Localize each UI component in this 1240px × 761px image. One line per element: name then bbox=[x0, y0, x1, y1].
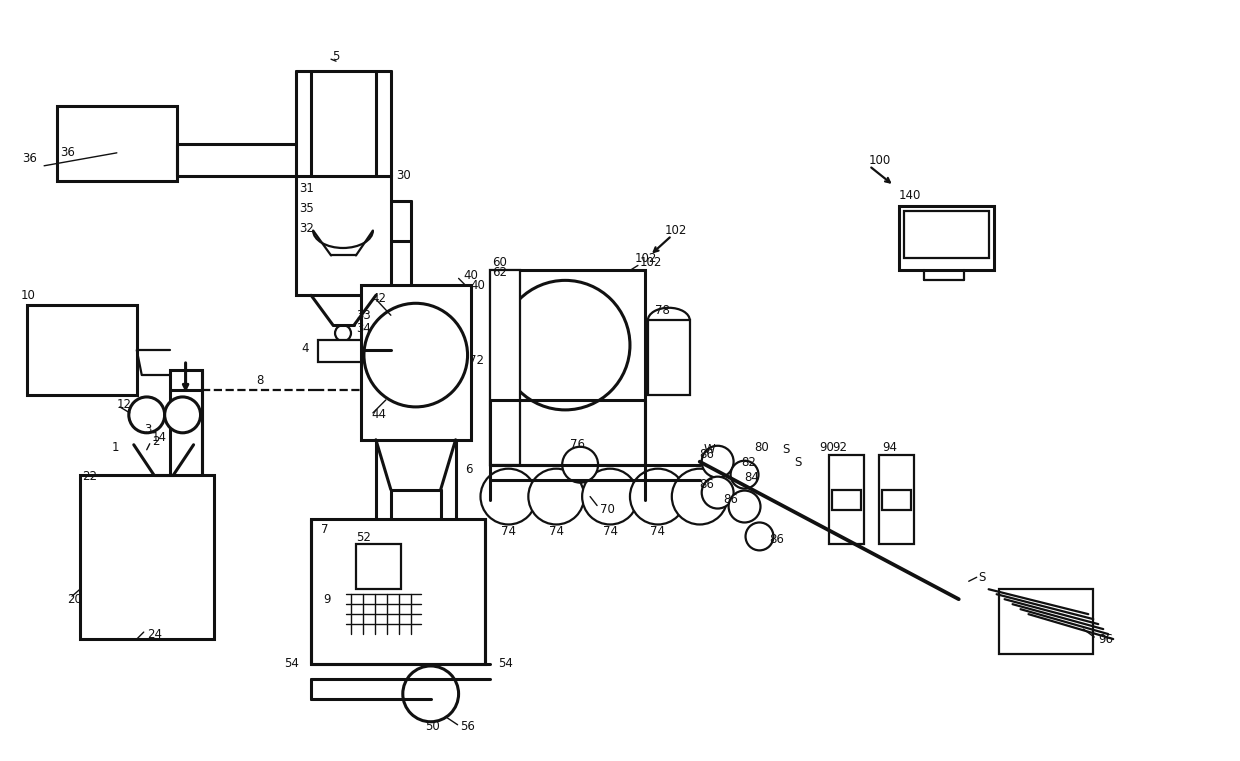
Text: 22: 22 bbox=[82, 470, 97, 483]
Bar bbox=[311, 520, 486, 664]
Circle shape bbox=[129, 397, 165, 433]
Text: 50: 50 bbox=[425, 720, 440, 734]
Circle shape bbox=[528, 469, 584, 524]
Text: 9: 9 bbox=[324, 593, 331, 606]
Circle shape bbox=[729, 491, 760, 523]
Circle shape bbox=[335, 325, 351, 341]
Text: 24: 24 bbox=[146, 628, 161, 641]
Bar bbox=[296, 176, 391, 295]
Text: 74: 74 bbox=[501, 525, 516, 538]
Text: 140: 140 bbox=[899, 189, 921, 202]
Circle shape bbox=[562, 447, 598, 482]
Text: 44: 44 bbox=[371, 409, 386, 422]
Bar bbox=[319, 340, 368, 362]
Text: 40: 40 bbox=[470, 279, 485, 292]
Circle shape bbox=[403, 666, 459, 721]
Text: 70: 70 bbox=[600, 503, 615, 516]
Text: 92: 92 bbox=[832, 441, 847, 454]
Text: 52: 52 bbox=[356, 531, 371, 544]
Text: 62: 62 bbox=[492, 266, 507, 279]
Text: 5: 5 bbox=[332, 49, 340, 62]
Text: 10: 10 bbox=[20, 289, 35, 302]
Text: 7: 7 bbox=[321, 523, 329, 536]
Circle shape bbox=[702, 446, 734, 478]
Text: 42: 42 bbox=[371, 291, 386, 305]
Text: S: S bbox=[978, 571, 986, 584]
Bar bbox=[361, 285, 470, 440]
Text: 86: 86 bbox=[770, 533, 785, 546]
Text: 3: 3 bbox=[144, 423, 151, 436]
Text: 34: 34 bbox=[356, 322, 371, 335]
Text: 31: 31 bbox=[299, 182, 314, 196]
Text: 32: 32 bbox=[299, 222, 314, 235]
Circle shape bbox=[501, 280, 630, 410]
Circle shape bbox=[165, 397, 201, 433]
Text: 90: 90 bbox=[820, 441, 835, 454]
Text: 2: 2 bbox=[151, 435, 159, 448]
Text: 102: 102 bbox=[635, 252, 657, 265]
Text: S: S bbox=[782, 443, 790, 457]
Text: 12: 12 bbox=[117, 399, 131, 412]
Text: 84: 84 bbox=[744, 471, 759, 484]
Text: 82: 82 bbox=[742, 456, 756, 470]
Text: 4: 4 bbox=[301, 342, 309, 355]
Bar bbox=[879, 455, 914, 544]
Circle shape bbox=[730, 460, 759, 489]
Text: 60: 60 bbox=[492, 256, 507, 269]
Text: 86: 86 bbox=[724, 493, 739, 506]
Text: 20: 20 bbox=[67, 593, 82, 606]
Circle shape bbox=[481, 469, 537, 524]
Bar bbox=[79, 475, 215, 639]
Text: 96: 96 bbox=[1099, 632, 1114, 645]
Text: 1: 1 bbox=[112, 441, 119, 454]
Text: 102: 102 bbox=[665, 224, 687, 237]
Text: 76: 76 bbox=[570, 438, 585, 451]
Text: 8: 8 bbox=[257, 374, 264, 387]
Text: 100: 100 bbox=[869, 154, 892, 167]
Text: 36: 36 bbox=[22, 152, 37, 165]
Text: 94: 94 bbox=[882, 441, 897, 454]
Text: 35: 35 bbox=[299, 202, 314, 215]
Bar bbox=[491, 270, 645, 465]
Text: 86: 86 bbox=[699, 448, 714, 461]
Text: 56: 56 bbox=[460, 720, 475, 734]
Text: 72: 72 bbox=[469, 354, 484, 367]
Bar bbox=[647, 320, 689, 395]
Text: 78: 78 bbox=[655, 304, 670, 317]
Text: 54: 54 bbox=[284, 658, 299, 670]
Bar bbox=[57, 106, 176, 180]
Text: 33: 33 bbox=[356, 309, 371, 322]
Circle shape bbox=[630, 469, 686, 524]
Text: 6: 6 bbox=[465, 463, 474, 476]
Bar bbox=[998, 589, 1094, 654]
Circle shape bbox=[745, 523, 774, 550]
Circle shape bbox=[702, 476, 734, 508]
Bar bbox=[491, 270, 521, 465]
Text: S: S bbox=[795, 456, 802, 470]
Bar bbox=[904, 211, 988, 259]
Text: 74: 74 bbox=[549, 525, 564, 538]
Circle shape bbox=[363, 304, 467, 407]
Text: 14: 14 bbox=[151, 431, 166, 444]
Text: 54: 54 bbox=[498, 658, 513, 670]
Text: 86: 86 bbox=[699, 478, 714, 491]
Bar bbox=[27, 305, 136, 395]
Text: 40: 40 bbox=[464, 269, 479, 282]
Text: 80: 80 bbox=[754, 441, 769, 454]
Bar bbox=[899, 205, 993, 270]
Bar bbox=[882, 489, 911, 510]
Text: W: W bbox=[704, 443, 715, 457]
Bar bbox=[832, 489, 861, 510]
Circle shape bbox=[582, 469, 637, 524]
Text: 36: 36 bbox=[60, 146, 74, 159]
Text: 74: 74 bbox=[650, 525, 666, 538]
Circle shape bbox=[672, 469, 728, 524]
Text: 30: 30 bbox=[396, 169, 410, 182]
Text: 102: 102 bbox=[640, 256, 662, 269]
Text: 74: 74 bbox=[603, 525, 618, 538]
Bar bbox=[830, 455, 864, 544]
Bar bbox=[356, 544, 401, 589]
Bar bbox=[170, 370, 202, 619]
